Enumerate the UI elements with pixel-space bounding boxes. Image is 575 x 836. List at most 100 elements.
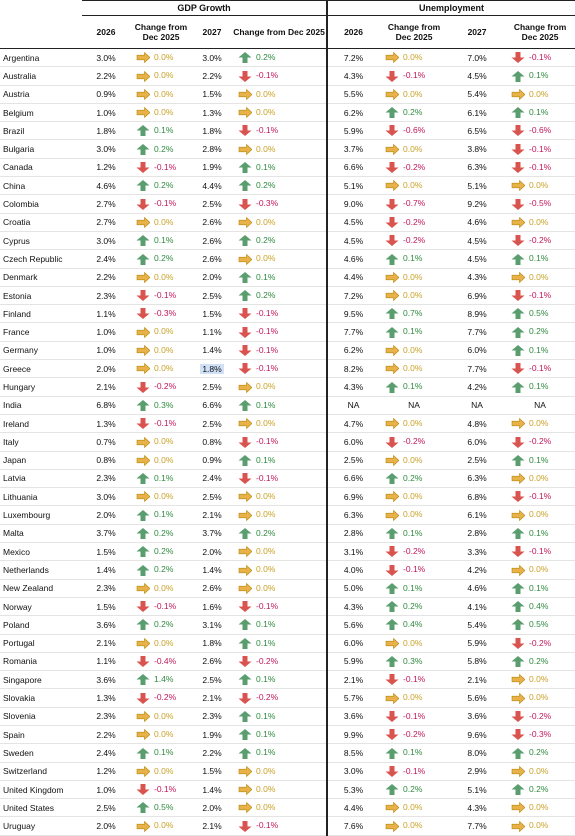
unemp-2026-cell: 2.5% xyxy=(326,451,380,470)
change-value: 0.2% xyxy=(154,546,174,557)
unemp-2026-cell: 5.9% xyxy=(326,652,380,672)
change-value: -0.6% xyxy=(403,125,426,136)
change-value: 0.0% xyxy=(529,802,549,813)
value-text: 1.0% xyxy=(96,107,116,118)
value-text: 2.5% xyxy=(202,674,222,685)
value-text: 1.9% xyxy=(202,162,222,173)
gdp-change-2026-cell: 0.5% xyxy=(130,798,192,818)
arrow-right-icon xyxy=(136,52,150,64)
value-text: 4.6% xyxy=(343,253,364,264)
arrow-right-icon xyxy=(511,692,526,704)
country-cell: Italy xyxy=(0,432,82,452)
table-row: Argentina 3.0% 0.0% 3.0% 0.2% 7.2% 0.0% 7.0% -0.… xyxy=(0,48,575,68)
change-value: 0.0% xyxy=(154,491,174,502)
change-value: 0.0% xyxy=(403,637,423,648)
table-row: United Kingdom 1.0% -0.1% 1.4% 0.0% 5.3% 0.2% 5… xyxy=(0,780,575,800)
value-text: 7.7% xyxy=(467,327,487,338)
arrow-right-icon xyxy=(511,180,526,192)
gdp-change-2026-cell: 0.0% xyxy=(130,725,192,745)
unemp-change-2027-cell: 0.0% xyxy=(505,560,575,580)
unemp-2026-cell: 7.2% xyxy=(326,48,380,68)
unemp-2027-cell: 6.5% xyxy=(449,121,506,141)
value-text: 5.8% xyxy=(467,656,487,667)
change-value: 0.2% xyxy=(403,472,423,483)
unemp-2027-cell: 6.3% xyxy=(449,158,506,178)
gdp-2027-cell: 1.5% xyxy=(192,762,232,781)
table-row: Estonia 2.3% -0.1% 2.5% 0.2% 7.2% 0.0% 6.9% -0.1… xyxy=(0,286,575,306)
gdp-change-2026-cell: -0.1% xyxy=(130,597,192,617)
value-text: 3.1% xyxy=(202,619,222,630)
arrow-right-icon xyxy=(511,473,526,485)
value-text: 2.0% xyxy=(202,546,222,557)
change-value: -0.1% xyxy=(154,783,177,794)
value-text: 9.6% xyxy=(467,729,487,740)
arrow-up-icon xyxy=(136,253,150,265)
change-value: -0.2% xyxy=(529,436,552,447)
unemp-2027-cell: 4.3% xyxy=(449,268,506,287)
arrow-up-icon xyxy=(511,70,525,82)
country-cell: France xyxy=(0,322,82,342)
unemp-2026-cell: 2.1% xyxy=(326,670,380,690)
change-value: 0.0% xyxy=(256,582,276,593)
change-value: -0.3% xyxy=(256,198,279,209)
change-value: -0.1% xyxy=(403,564,426,575)
arrow-right-icon xyxy=(385,180,400,192)
value-text: 3.1% xyxy=(343,546,364,557)
change-value: 0.0% xyxy=(154,52,174,63)
gdp-2026-cell: 2.2% xyxy=(82,66,130,86)
unemp-change-2026-cell: 0.0% xyxy=(379,359,450,379)
unemp-2027-cell: 8.0% xyxy=(449,743,506,763)
gdp-change-2027-cell: -0.1% xyxy=(232,432,328,452)
arrow-right-icon xyxy=(238,107,252,119)
gdp-change-2027-cell: 0.0% xyxy=(232,377,328,397)
table-row: Latvia 2.3% 0.1% 2.4% -0.1% 6.6% 0.2% 6.3% 0.0% xyxy=(0,469,575,489)
country-cell: Finland xyxy=(0,304,82,324)
gdp-change-2027-cell: 0.1% xyxy=(232,634,328,653)
value-text: 2.3% xyxy=(96,583,116,594)
change-value: 0.0% xyxy=(154,637,174,648)
unemp-2026-cell: 5.6% xyxy=(326,615,380,635)
arrow-right-icon xyxy=(136,436,150,448)
table-row: France 1.0% 0.0% 1.1% -0.1% 7.7% 0.1% 7.7% 0.2% xyxy=(0,322,575,342)
unemp-change-2027-cell: 0.0% xyxy=(505,816,575,836)
gdp-change-2027-cell: 0.0% xyxy=(232,414,328,434)
table-row: Spain 2.2% 0.0% 1.9% 0.1% 9.9% -0.2% 9.6% -0.3% xyxy=(0,725,575,745)
arrow-down-icon xyxy=(385,125,399,137)
arrow-right-icon xyxy=(136,363,150,375)
arrow-up-icon xyxy=(511,345,525,357)
value-text: 6.3% xyxy=(343,510,364,521)
arrow-down-icon xyxy=(511,143,525,155)
arrow-down-icon xyxy=(238,473,252,485)
value-text: 2.0% xyxy=(202,802,222,813)
country-name: Luxembourg xyxy=(3,510,51,521)
unemp-2027-cell: 4.5% xyxy=(449,249,506,269)
value-text: 4.3% xyxy=(343,70,364,81)
arrow-down-icon xyxy=(511,436,525,448)
unemp-change-2027-cell: 0.1% xyxy=(505,341,575,361)
gdp-2027-cell: 1.9% xyxy=(192,725,232,745)
change-value: 0.1% xyxy=(403,326,423,337)
arrow-up-icon xyxy=(136,125,150,137)
value-text: 2.0% xyxy=(96,821,116,832)
unemp-2027-cell: 3.8% xyxy=(449,139,506,159)
arrow-up-icon xyxy=(511,381,525,393)
value-text: 2.5% xyxy=(343,455,364,466)
country-name: Poland xyxy=(3,619,30,630)
unemp-change-2026-cell: 0.0% xyxy=(379,48,450,68)
gdp-2026-cell: 2.3% xyxy=(82,469,130,489)
value-text: 6.0% xyxy=(467,436,487,447)
arrow-up-icon xyxy=(385,326,399,338)
gdp-2026-cell: 2.7% xyxy=(82,194,130,214)
unemp-change-2026-cell: -0.6% xyxy=(379,121,450,141)
value-text: 2.7% xyxy=(96,199,116,210)
gdp-change-2026-cell: 0.1% xyxy=(130,231,192,251)
table-row: Denmark 2.2% 0.0% 2.0% 0.1% 4.4% 0.0% 4.3% 0.0% xyxy=(0,268,575,287)
arrow-up-icon xyxy=(385,308,399,320)
unemp-2026-cell: 4.6% xyxy=(326,249,380,269)
unemp-2027-cell: 4.5% xyxy=(449,66,506,86)
arrow-right-icon xyxy=(238,418,252,430)
gdp-2027-cell: 6.6% xyxy=(192,396,232,415)
change-value: 0.2% xyxy=(529,783,549,794)
change-value: -0.2% xyxy=(529,234,552,245)
change-value: 0.0% xyxy=(403,491,423,502)
